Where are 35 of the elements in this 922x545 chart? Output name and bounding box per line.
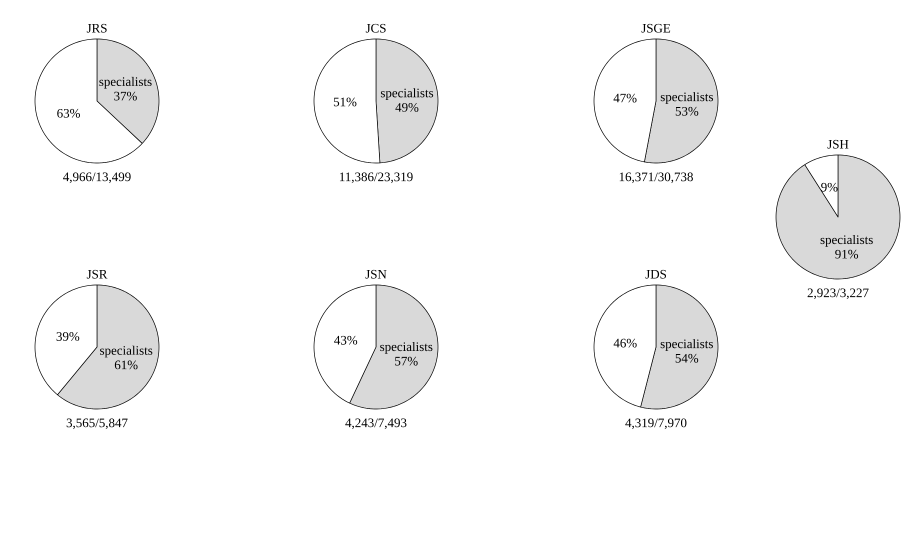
data-label: 91%	[835, 250, 858, 259]
slice-label: specialists	[380, 342, 432, 354]
slice-label: specialists	[99, 76, 152, 89]
data-label: 43%	[334, 336, 358, 345]
data-label: 9%	[821, 182, 838, 192]
chart-title: JCS	[366, 24, 386, 33]
text: 4,243/7,493	[345, 418, 406, 430]
data-label: 54%	[676, 354, 698, 363]
text: 2,923/3,227	[808, 288, 869, 300]
data-label: 61%	[114, 360, 138, 370]
data-label: 39%	[56, 332, 80, 341]
chart-title: JSN	[365, 270, 387, 279]
slice-label: specialists	[100, 346, 152, 358]
slice-label: specialists	[820, 234, 873, 247]
data-label: 63%	[57, 108, 80, 118]
slice-label: specialists	[380, 88, 434, 100]
chart-title: JSH	[827, 140, 848, 149]
chart-title: JSR	[86, 270, 108, 279]
data-label: 46%	[614, 338, 637, 348]
text: 3,565/5,847	[66, 418, 128, 430]
chart-title: JRS	[86, 24, 107, 33]
data-label: 47%	[614, 94, 637, 102]
slice-label: specialists	[660, 92, 714, 104]
chart-title: JSGE	[642, 24, 670, 33]
text: 11,386/23,319	[340, 172, 413, 184]
data-label: 51%	[334, 98, 356, 106]
text: 4,319/7,970	[625, 418, 686, 430]
chart-title: JDS	[645, 270, 666, 279]
data-label: 53%	[676, 106, 698, 116]
text: 16,371/30,738	[620, 172, 693, 184]
data-label: 37%	[114, 92, 137, 100]
data-label: 49%	[395, 103, 418, 112]
data-label: 57%	[395, 356, 418, 366]
slice-label: specialists	[660, 339, 713, 351]
text: 4,966/13,499	[63, 172, 131, 184]
